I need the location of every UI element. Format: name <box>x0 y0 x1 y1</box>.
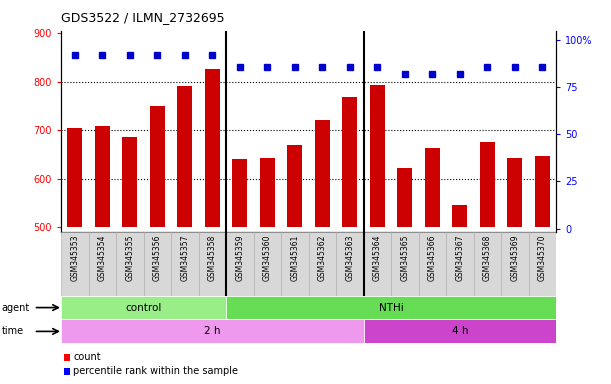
Text: percentile rank within the sample: percentile rank within the sample <box>73 366 238 376</box>
Text: count: count <box>73 352 101 362</box>
Text: GSM345355: GSM345355 <box>125 235 134 281</box>
Bar <box>287 145 302 227</box>
Text: GSM345367: GSM345367 <box>455 235 464 281</box>
Text: GSM345354: GSM345354 <box>98 235 107 281</box>
Bar <box>364 319 556 343</box>
Bar <box>67 128 82 227</box>
Text: GSM345366: GSM345366 <box>428 235 437 281</box>
Bar <box>309 232 336 296</box>
Bar <box>205 69 220 227</box>
Text: GSM345353: GSM345353 <box>70 235 79 281</box>
Bar <box>281 232 309 296</box>
Bar <box>501 232 529 296</box>
Text: GSM345365: GSM345365 <box>400 235 409 281</box>
Bar <box>336 232 364 296</box>
Text: GSM345359: GSM345359 <box>235 235 244 281</box>
Bar <box>529 232 556 296</box>
Bar <box>364 232 391 296</box>
Text: control: control <box>125 303 162 313</box>
Text: agent: agent <box>2 303 30 313</box>
Text: GSM345368: GSM345368 <box>483 235 492 281</box>
Text: GSM345370: GSM345370 <box>538 235 547 281</box>
Text: GSM345356: GSM345356 <box>153 235 162 281</box>
Bar <box>391 232 419 296</box>
Bar <box>342 97 357 227</box>
Bar <box>116 232 144 296</box>
Bar <box>419 232 446 296</box>
Text: GSM345358: GSM345358 <box>208 235 217 281</box>
Bar <box>226 232 254 296</box>
Bar <box>446 232 474 296</box>
Bar <box>177 86 192 227</box>
Bar <box>507 158 522 227</box>
Bar <box>122 137 137 227</box>
Text: GSM345361: GSM345361 <box>290 235 299 281</box>
Bar <box>226 296 556 319</box>
Text: NTHi: NTHi <box>379 303 403 313</box>
Bar <box>89 232 116 296</box>
Bar <box>315 120 330 227</box>
Bar <box>254 232 281 296</box>
Text: 4 h: 4 h <box>452 326 468 336</box>
Bar <box>397 168 412 227</box>
Bar <box>171 232 199 296</box>
Bar <box>199 232 226 296</box>
Text: GSM345363: GSM345363 <box>345 235 354 281</box>
Bar <box>232 159 247 227</box>
Text: GSM345364: GSM345364 <box>373 235 382 281</box>
Text: GSM345362: GSM345362 <box>318 235 327 281</box>
Bar <box>95 126 110 227</box>
Bar <box>61 232 89 296</box>
Bar <box>452 205 467 227</box>
Bar <box>260 158 275 227</box>
Bar <box>61 296 226 319</box>
Bar <box>535 156 550 227</box>
Bar <box>370 85 385 227</box>
Text: GSM345369: GSM345369 <box>510 235 519 281</box>
Bar <box>150 106 165 227</box>
Bar <box>474 232 501 296</box>
Text: time: time <box>2 326 24 336</box>
Text: GDS3522 / ILMN_2732695: GDS3522 / ILMN_2732695 <box>61 11 225 24</box>
Text: GSM345360: GSM345360 <box>263 235 272 281</box>
Text: GSM345357: GSM345357 <box>180 235 189 281</box>
Text: 2 h: 2 h <box>204 326 221 336</box>
Bar <box>61 319 364 343</box>
Bar <box>480 142 495 227</box>
Bar <box>144 232 171 296</box>
Bar <box>425 148 440 227</box>
